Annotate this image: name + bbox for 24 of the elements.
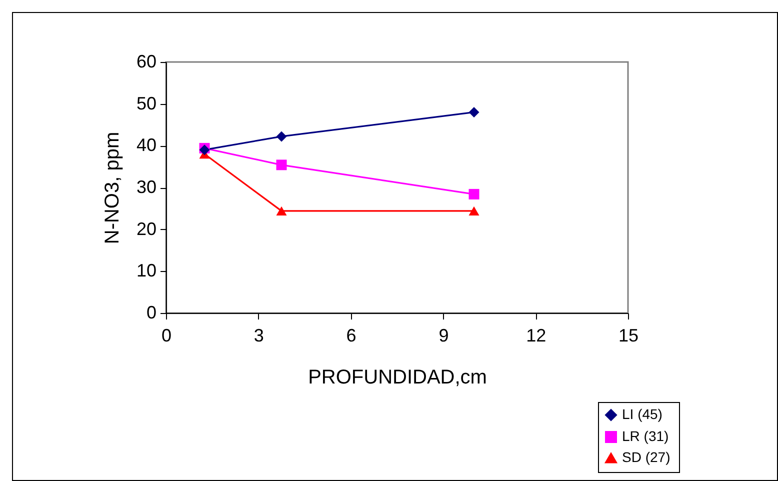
x-axis-title: PROFUNDIDAD,cm xyxy=(308,366,487,388)
y-axis-title: N-NO3, ppm xyxy=(101,132,124,244)
point xyxy=(468,188,480,200)
x-tick-label: 3 xyxy=(254,326,264,346)
y-tick-label: 20 xyxy=(136,218,156,239)
x-tick-label: 6 xyxy=(346,326,356,346)
legend-label: LI (45) xyxy=(622,406,662,422)
x-tick-label: 15 xyxy=(618,326,639,346)
y-tick-label: 0 xyxy=(146,302,156,322)
x-tick-label: 12 xyxy=(526,326,546,346)
legend-label: LR (31) xyxy=(622,428,669,444)
point xyxy=(276,131,287,142)
y-tick-label: 30 xyxy=(136,177,156,197)
y-tick-label: 50 xyxy=(136,93,156,114)
y-tick-label: 10 xyxy=(136,260,156,281)
point xyxy=(468,206,480,216)
y-tick-label: 60 xyxy=(136,52,156,72)
legend-label: SD (27) xyxy=(622,449,670,465)
x-tick-label: 9 xyxy=(438,326,449,346)
point xyxy=(276,206,287,216)
y-tick-label: 40 xyxy=(136,135,156,156)
point xyxy=(468,106,480,118)
point xyxy=(276,160,287,170)
x-tick-label: 0 xyxy=(161,326,172,346)
